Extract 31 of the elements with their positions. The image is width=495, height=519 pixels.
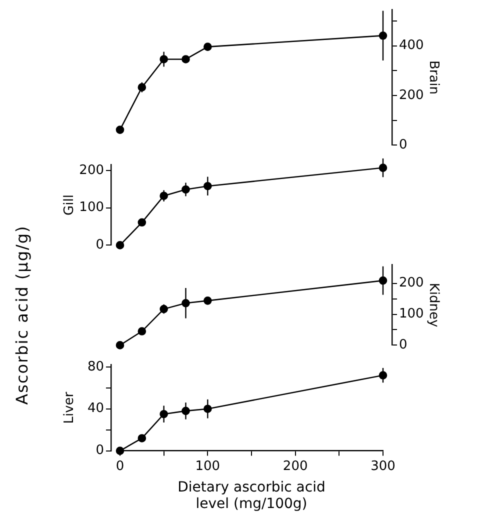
point: [204, 42, 212, 51]
point: [138, 327, 146, 336]
x-tick-label: 100: [195, 458, 220, 474]
point: [138, 218, 146, 227]
y2-tick-label: 0: [399, 338, 408, 353]
x-tick-label: 200: [282, 458, 308, 474]
y-tick-label: 0: [96, 238, 104, 253]
y-axis-title: Liver: [62, 391, 78, 424]
y-axis-title: Gill: [62, 194, 78, 216]
text: Ascorbic acid (μg/g): [12, 225, 32, 405]
x-tick-label: 0: [116, 458, 124, 474]
point: [116, 241, 124, 250]
y2-tick-label: 200: [399, 88, 424, 103]
point: [116, 341, 124, 350]
y-tick-label: 0: [96, 443, 104, 458]
point: [116, 126, 124, 134]
x-axis-title: Dietary ascorbic acid level (mg/100g): [178, 479, 326, 512]
point: [204, 296, 212, 305]
y2-tick-label: 400: [399, 38, 424, 54]
y2-axis-title: Brain: [426, 60, 441, 95]
y2-tick-label: 100: [399, 306, 424, 322]
y-tick-label: 200: [79, 162, 104, 178]
x-tick-label: 300: [370, 458, 396, 474]
y-tick-label: 80: [87, 359, 104, 374]
y-tick-label: 100: [79, 200, 104, 216]
y2-tick-label: 0: [399, 138, 408, 153]
y2-axis-title: Kidney: [426, 282, 441, 328]
y2-tick-label: 200: [399, 276, 424, 291]
point: [182, 55, 190, 64]
point: [138, 434, 146, 442]
y-tick-label: 40: [87, 401, 104, 416]
